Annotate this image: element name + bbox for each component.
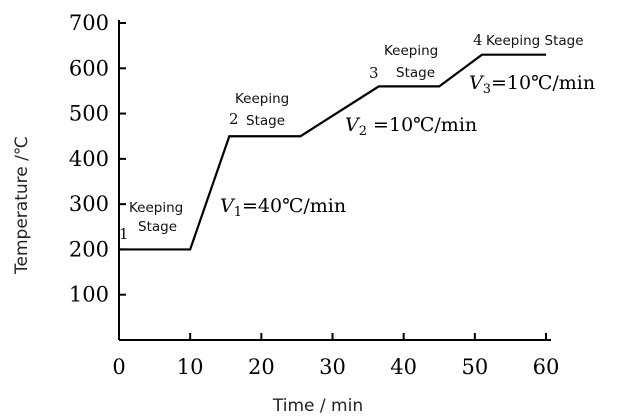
rate-annotation-2: V2 =10℃/min <box>345 114 477 139</box>
y-tick-label: 500 <box>69 102 109 126</box>
temperature-series-line <box>119 53 546 251</box>
x-tick-label: 20 <box>248 355 275 379</box>
y-tick-label: 400 <box>69 147 109 171</box>
ticks: 100 200 300 400 500 600 700 0 10 20 30 40 50 60 <box>69 11 559 379</box>
x-tick-label: 10 <box>177 355 204 379</box>
y-tick-label: 200 <box>69 237 109 261</box>
y-tick-label: 100 <box>69 283 109 307</box>
y-tick-label: 300 <box>69 192 109 216</box>
x-tick-label: 50 <box>461 355 488 379</box>
y-tick-label: 700 <box>69 11 109 35</box>
stage-4-number: 4 <box>473 31 483 49</box>
stage-3-annotation: Keeping 3 Stage <box>369 43 438 82</box>
stage-1-annotation: 1 Keeping Stage <box>119 200 183 243</box>
rate-annotation-1: V1=40℃/min <box>220 195 346 220</box>
stage-3-label-line1: Keeping <box>384 43 438 59</box>
stage-2-number: 2 <box>229 110 239 128</box>
x-tick-label: 30 <box>319 355 346 379</box>
axes <box>118 20 551 341</box>
x-tick-label: 60 <box>533 355 560 379</box>
y-tick-label: 600 <box>69 56 109 80</box>
x-tick-label: 0 <box>112 355 125 379</box>
y-axis-title: Temperature ∕℃ <box>12 136 32 275</box>
series <box>119 53 546 251</box>
x-axis-title: Time ∕ min <box>272 396 363 416</box>
stage-1-label-line1: Keeping <box>129 200 183 216</box>
stage-1-label-line2: Stage <box>138 219 177 235</box>
stage-2-label-line2: Stage <box>246 113 285 129</box>
stage-3-number: 3 <box>369 64 379 82</box>
rate-annotation-3: V3=10℃/min <box>469 72 595 97</box>
x-tick-label: 40 <box>390 355 417 379</box>
stage-2-annotation: Keeping 2 Stage <box>229 91 289 129</box>
stage-4-annotation: 4 Keeping Stage <box>473 31 584 49</box>
stage-1-number: 1 <box>119 225 129 243</box>
stage-3-label-line2: Stage <box>396 65 435 81</box>
stage-2-label-line1: Keeping <box>235 91 289 107</box>
stage-4-label: Keeping Stage <box>486 33 584 49</box>
